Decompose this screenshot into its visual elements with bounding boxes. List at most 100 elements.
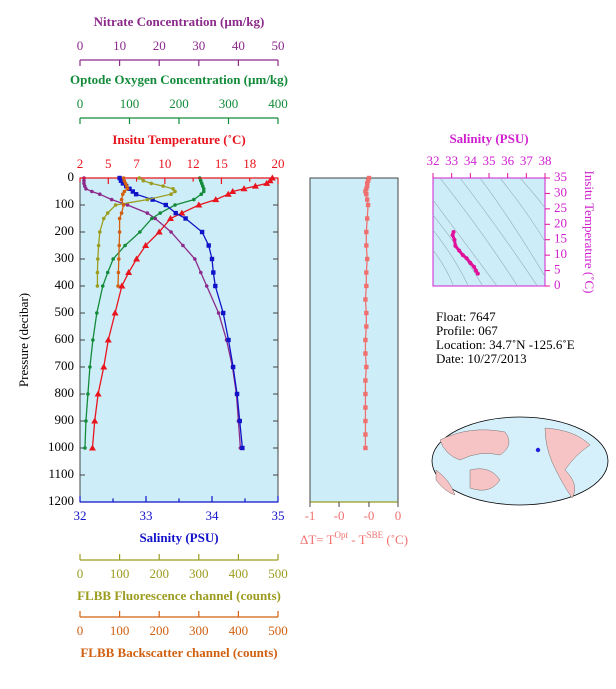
data-point (109, 197, 114, 202)
x-tick-label: 40 (232, 38, 245, 53)
data-point (117, 243, 122, 248)
data-point (364, 364, 369, 370)
data-point (199, 229, 205, 235)
data-point (183, 216, 188, 221)
data-point (120, 192, 125, 196)
data-point (104, 336, 112, 343)
data-point (118, 282, 126, 289)
x-tick-label: 35 (272, 508, 285, 523)
data-point (123, 181, 128, 186)
data-point (111, 257, 115, 261)
data-point (363, 418, 368, 424)
data-point (141, 178, 146, 183)
x-tick-label: 0 (77, 38, 84, 53)
x-tick-label: 20 (153, 38, 166, 53)
data-point (82, 181, 86, 186)
ts-point (468, 260, 473, 265)
data-point (117, 216, 122, 221)
ts-point (475, 271, 480, 276)
info-line: Location: 34.7˚N -125.6˚E (436, 337, 575, 352)
data-point (365, 216, 370, 221)
x-axis-title-part: (˚C) (383, 532, 408, 547)
data-point (363, 432, 368, 437)
data-point (124, 184, 129, 188)
data-point (365, 202, 371, 208)
data-point (121, 176, 126, 180)
y-tick-label: 600 (55, 331, 75, 346)
data-point (173, 203, 177, 207)
x-tick-label: -0 (364, 508, 375, 523)
data-point (100, 363, 108, 370)
data-point (125, 203, 130, 207)
data-point (366, 175, 372, 181)
x-tick-label: 50 (272, 38, 285, 53)
data-point (263, 179, 271, 186)
data-point (363, 297, 368, 302)
x-tick-label: 32 (427, 153, 440, 168)
data-point (364, 229, 369, 235)
data-point (121, 203, 126, 207)
ts-y-title: Insitu Temperature (˚C) (582, 170, 597, 293)
profile-line (96, 177, 176, 286)
data-point (161, 184, 165, 188)
data-point (230, 364, 236, 370)
data-point (364, 243, 369, 248)
data-point (95, 311, 99, 315)
x-tick-label: 34 (206, 508, 220, 523)
data-point (82, 178, 86, 183)
y-tick-label: 0 (68, 169, 75, 184)
x-tick-label: 500 (268, 566, 288, 581)
data-point (116, 270, 121, 275)
x-tick-label: 38 (539, 153, 552, 168)
y-tick-label: 0 (554, 277, 561, 292)
y-tick-label: 100 (55, 196, 75, 211)
x-tick-label: 200 (169, 96, 189, 111)
x-tick-label: 300 (189, 566, 209, 581)
data-point (130, 189, 135, 194)
x-tick-label: 200 (149, 566, 169, 581)
data-point (101, 216, 106, 221)
data-point (365, 178, 371, 183)
data-point (201, 187, 206, 191)
data-point (127, 186, 132, 191)
info-line: Profile: 067 (436, 323, 498, 338)
data-point (158, 211, 162, 215)
data-point (364, 324, 369, 329)
x-tick-label: 0 (77, 566, 84, 581)
y-tick-label: 1200 (48, 493, 74, 508)
x-tick-label: -1 (305, 508, 316, 523)
data-point (120, 181, 126, 186)
data-point (195, 201, 203, 208)
data-point (364, 270, 369, 275)
ts-point (452, 237, 457, 242)
data-point (98, 230, 102, 234)
x-tick-label: 100 (110, 566, 130, 581)
data-point (105, 270, 110, 275)
data-point (216, 311, 221, 315)
x-tick-label: 0 (77, 96, 84, 111)
data-point (86, 392, 90, 396)
y-tick-label: 1000 (48, 439, 74, 454)
data-point (229, 188, 237, 194)
x-tick-label: 37 (520, 153, 534, 168)
data-point (213, 283, 218, 289)
x-tick-label: 0 (395, 508, 402, 523)
y-tick-label: 30 (554, 184, 567, 199)
y-axis-title: Pressure (decibar) (16, 293, 31, 387)
data-point (211, 270, 216, 275)
x-axis-title-part: Opt (335, 530, 349, 540)
data-point (240, 185, 248, 192)
data-point (117, 175, 122, 181)
x-tick-label: 200 (149, 623, 169, 638)
x-axis-title: Optode Oxygen Concentration (µm/kg) (70, 72, 288, 87)
y-tick-label: 5 (554, 262, 561, 277)
data-point (363, 351, 368, 356)
data-point (113, 203, 118, 207)
x-axis-title-part: ΔT= T (300, 532, 335, 547)
data-point (123, 243, 127, 248)
x-tick-label: 300 (189, 623, 209, 638)
data-point (198, 178, 203, 183)
data-point (266, 177, 274, 184)
x-axis-title: FLBB Backscatter channel (counts) (80, 645, 277, 660)
